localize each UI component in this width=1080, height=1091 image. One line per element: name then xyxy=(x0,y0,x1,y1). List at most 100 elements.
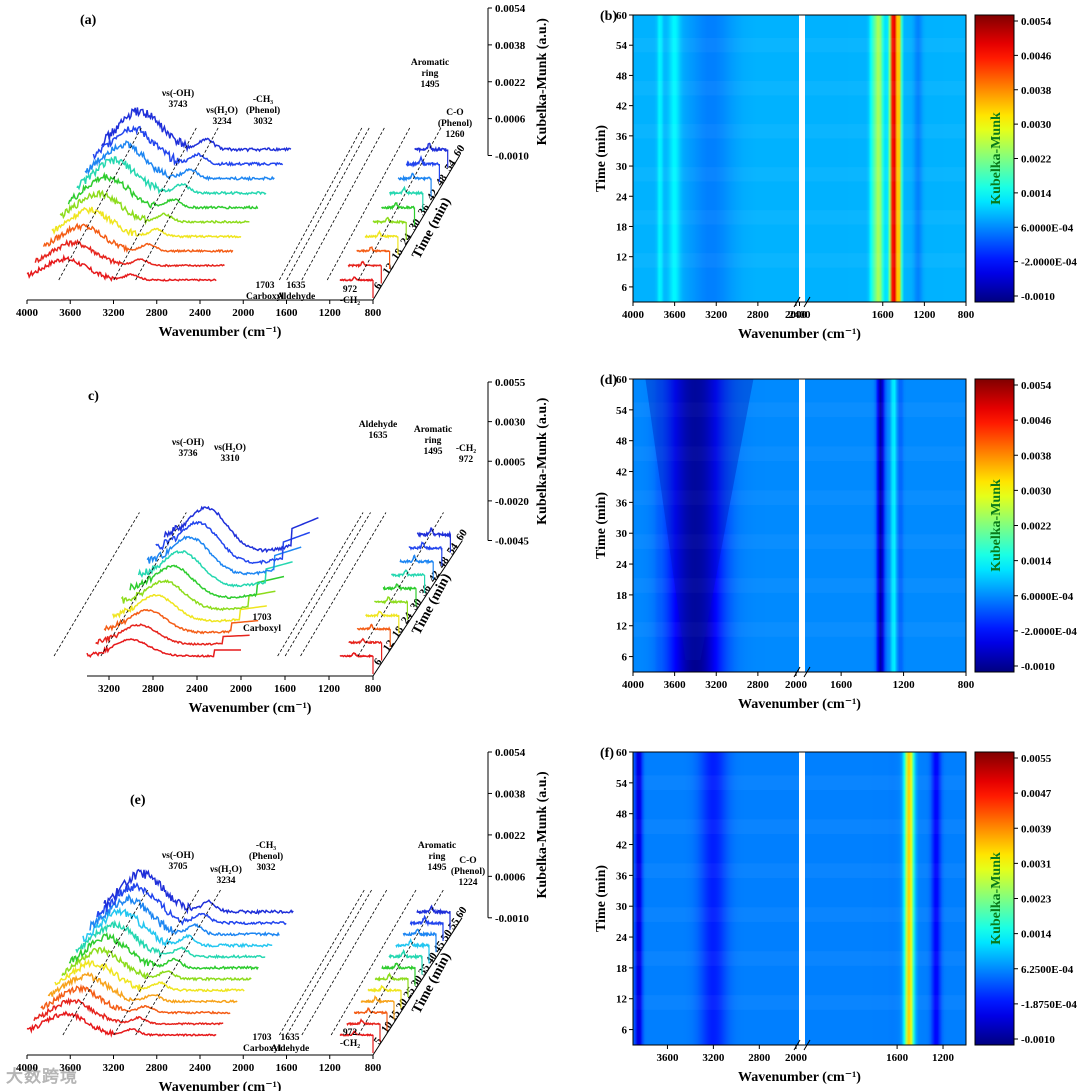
axis-break-mark xyxy=(793,1039,811,1051)
y-tick-label: 54 xyxy=(616,405,628,417)
x-tick-label: 2400 xyxy=(189,1062,212,1074)
spectrum-line-high-wavenumber xyxy=(61,945,252,982)
spectrum-line-high-wavenumber xyxy=(112,594,267,623)
z-tick-label: 0.0054 xyxy=(495,747,526,759)
x-axis-title: Wavenumber (cm⁻¹) xyxy=(189,701,312,716)
x-tick-label: 800 xyxy=(365,307,382,319)
y-tick-label: 12 xyxy=(616,994,628,1006)
x-tick-label: 800 xyxy=(365,683,382,695)
spectrum-line-low-wavenumber xyxy=(399,554,434,565)
peak-annotation: 1224 xyxy=(459,878,478,888)
time-tick-label: 12 xyxy=(381,638,397,654)
peak-annotation: 1635 xyxy=(369,431,388,441)
peak-annotation: 1495 xyxy=(424,447,443,457)
spectrum-line-low-wavenumber xyxy=(347,260,382,269)
x-tick-label: 3200 xyxy=(702,1052,725,1064)
time-tick-label: 60 xyxy=(451,142,467,158)
x-axis-title: Wavenumber (cm⁻¹) xyxy=(738,327,861,342)
y-tick-label: 12 xyxy=(616,252,628,264)
y-tick-label: 42 xyxy=(616,101,628,113)
y-tick-label: 60 xyxy=(616,10,628,22)
peak-annotation: (Phenol) xyxy=(438,118,472,129)
peak-annotation: ring xyxy=(425,436,442,446)
z-axis-title: Kubelka-Munk (a.u.) xyxy=(535,397,550,525)
colorbar-tick-label: 0.0038 xyxy=(1021,450,1052,462)
peak-annotation: (Phenol) xyxy=(246,105,280,116)
colorbar-tick-label: 0.0047 xyxy=(1021,788,1052,800)
peak-annotation: Aromatic xyxy=(418,841,456,851)
colorbar-tick-label: -0.0010 xyxy=(1021,661,1055,673)
heatmap-depletion-region xyxy=(645,379,754,660)
axis-break-mark xyxy=(793,666,811,678)
x-tick-label: 800 xyxy=(365,1062,382,1074)
spectrum-line-low-wavenumber xyxy=(416,904,451,916)
z-axis-title: Kubelka-Munk (a.u.) xyxy=(535,18,550,146)
colorbar-tick-label: 0.0014 xyxy=(1021,188,1052,200)
axis-break xyxy=(799,14,805,303)
x-tick-label: 800 xyxy=(958,309,975,321)
x-tick-label: 2800 xyxy=(146,1062,169,1074)
spectrum-line-low-wavenumber xyxy=(414,142,449,154)
x-tick-label: 1600 xyxy=(276,307,299,319)
z-tick-label: -0.0020 xyxy=(495,496,529,508)
spectrum-line-high-wavenumber xyxy=(101,107,292,153)
peak-guide-line xyxy=(301,889,388,1036)
y-axis-title: Time (min) xyxy=(594,865,609,932)
x-tick-label: 3200 xyxy=(98,683,121,695)
spectrum-line-high-wavenumber xyxy=(137,550,293,588)
x-tick-label: 2400 xyxy=(789,309,812,321)
x-tick-label: 3200 xyxy=(705,309,728,321)
time-tick-label: 60 xyxy=(454,904,470,920)
peak-annotation: ring xyxy=(422,69,439,79)
colorbar-tick-label: 0.0022 xyxy=(1021,154,1052,166)
time-tick-label: 18 xyxy=(390,624,406,640)
spectrum-line-high-wavenumber xyxy=(103,868,294,916)
peak-guide-line xyxy=(300,512,387,657)
spectrum-line-high-wavenumber xyxy=(103,608,259,635)
peak-annotation: 3032 xyxy=(257,863,276,873)
spectrum-line-low-wavenumber xyxy=(397,172,432,183)
peak-annotation: νs(H₂O) xyxy=(205,105,238,116)
spectrum-line-high-wavenumber xyxy=(26,1010,217,1038)
z-axis-title: Kubelka-Munk (a.u.) xyxy=(535,771,550,899)
spectrum-line-high-wavenumber xyxy=(163,505,319,554)
colorbar-tick-label: -2.0000E-04 xyxy=(1021,257,1077,269)
axis-break xyxy=(799,378,805,673)
panel-label: (a) xyxy=(80,13,97,28)
colorbar xyxy=(974,751,1015,1046)
x-axis-title: Wavenumber (cm⁻¹) xyxy=(738,1070,861,1085)
spectrum-line-high-wavenumber xyxy=(129,564,285,600)
y-tick-label: 30 xyxy=(616,901,628,913)
z-tick-label: 0.0038 xyxy=(495,40,526,52)
spectrum-line-high-wavenumber xyxy=(92,124,284,167)
peak-annotation: 972 xyxy=(459,455,474,465)
y-axis-title: Time (min) xyxy=(594,492,609,559)
colorbar-tick-label: -0.0010 xyxy=(1021,1034,1055,1046)
x-tick-label: 3600 xyxy=(664,309,687,321)
peak-guide-line xyxy=(62,889,149,1036)
x-tick-label: 3600 xyxy=(656,1052,679,1064)
spectrum-line-low-wavenumber xyxy=(348,637,382,645)
spectrum-line-high-wavenumber xyxy=(76,156,267,196)
time-tick-label: 54 xyxy=(443,157,459,173)
spectrum-line-high-wavenumber xyxy=(67,171,259,210)
time-tick-label: 54 xyxy=(445,541,461,557)
y-tick-label: 30 xyxy=(616,528,628,540)
peak-annotation: -CH₂ xyxy=(340,1039,360,1049)
time-tick-label: 12 xyxy=(380,261,396,277)
peak-annotation: Aromatic xyxy=(414,425,452,435)
peak-annotation: -CH₃ xyxy=(256,841,276,851)
x-tick-label: 1600 xyxy=(886,1052,909,1064)
peak-annotation: 3705 xyxy=(169,862,188,872)
x-tick-label: 2400 xyxy=(186,683,209,695)
z-tick-label: -0.0010 xyxy=(495,913,529,925)
colorbar-tick-label: 0.0030 xyxy=(1021,119,1052,131)
spectrum-line-high-wavenumber xyxy=(26,253,217,282)
watermark: 大数跨境 xyxy=(6,1067,78,1087)
peak-annotation: 1635 xyxy=(287,281,306,291)
spectrum-line-low-wavenumber xyxy=(416,526,452,539)
x-tick-label: 4000 xyxy=(16,1062,39,1074)
z-tick-label: 0.0030 xyxy=(495,417,526,429)
peak-annotation: Aldehyde xyxy=(271,1044,310,1054)
